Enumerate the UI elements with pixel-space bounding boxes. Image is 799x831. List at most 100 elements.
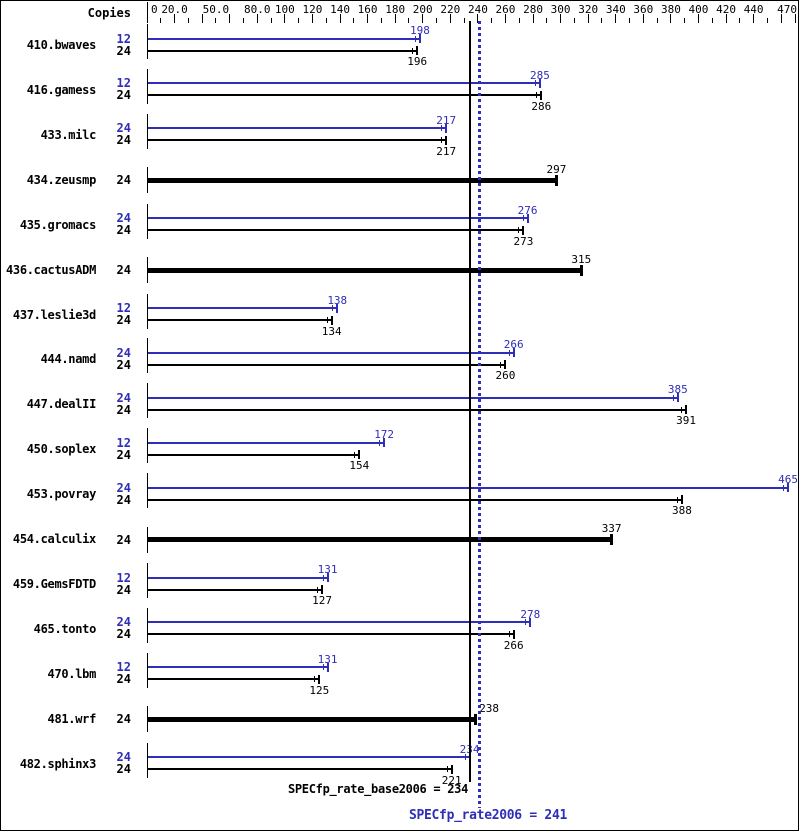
benchmark-label: 482.sphinx3 xyxy=(19,756,96,771)
axis-tick xyxy=(243,18,244,23)
result-bar xyxy=(148,537,612,543)
result-bar xyxy=(148,576,328,579)
benchmark-label: 454.calculix xyxy=(12,532,96,547)
bar-spread-tick xyxy=(322,664,324,671)
result-bar xyxy=(148,486,789,489)
copies-value: 24 xyxy=(116,357,131,372)
axis-tick xyxy=(256,14,258,23)
result-bar xyxy=(148,633,514,636)
bar-spread-tick xyxy=(317,586,319,593)
bar-value-label: 131 xyxy=(317,563,338,577)
axis-tick xyxy=(766,18,768,23)
axis-tick xyxy=(380,18,382,23)
axis-tick xyxy=(491,18,493,23)
axis-tick xyxy=(353,18,355,23)
bar-value-label: 266 xyxy=(503,338,524,352)
result-bar xyxy=(148,498,682,501)
axis-tick xyxy=(311,14,313,23)
axis-tick-label: 180 xyxy=(385,3,406,16)
bar-spread-tick xyxy=(500,361,502,368)
bar-value-label: 465 xyxy=(778,473,799,487)
axis-tick-label: 380 xyxy=(660,3,681,16)
bar-end-cap xyxy=(554,174,558,186)
copies-value: 24 xyxy=(116,263,131,278)
bar-spread-tick xyxy=(508,349,510,356)
peak-result-text: SPECfp_rate2006 = 241 xyxy=(408,808,567,823)
bar-spread-tick xyxy=(672,394,674,401)
copies-value: 24 xyxy=(116,223,131,238)
copies-value: 24 xyxy=(116,582,131,597)
bar-end-cap xyxy=(522,225,525,235)
result-bar xyxy=(148,351,514,354)
axis-tick xyxy=(629,18,631,23)
axis-tick xyxy=(780,14,782,23)
copies-value: 24 xyxy=(116,390,131,405)
result-bar xyxy=(148,94,542,97)
bar-spread-tick xyxy=(354,451,356,458)
group-axis-line xyxy=(147,338,148,374)
axis-tick xyxy=(739,18,741,23)
benchmark-label: 416.gamess xyxy=(26,82,97,97)
axis-tick-label: 280 xyxy=(523,3,543,16)
axis-tick xyxy=(422,14,424,23)
axis-tick-label: 0 xyxy=(151,3,158,16)
bar-end-cap xyxy=(358,450,361,460)
axis-tick-label: 440 xyxy=(743,3,764,16)
copies-value: 12 xyxy=(116,31,131,46)
bar-spread-tick xyxy=(534,80,536,87)
copies-value: 24 xyxy=(116,313,131,328)
copies-value: 24 xyxy=(116,712,131,727)
copies-value: 24 xyxy=(116,133,131,148)
benchmark-label: 435.gromacs xyxy=(19,217,96,232)
bar-end-cap xyxy=(676,393,679,403)
axis-tick xyxy=(642,14,644,23)
group-axis-line xyxy=(147,167,148,194)
bar-value-label: 385 xyxy=(667,383,688,397)
result-bar xyxy=(148,267,582,273)
benchmark-label: 481.wrf xyxy=(47,711,97,726)
axis-tick xyxy=(394,14,396,23)
bar-value-label: 278 xyxy=(520,607,541,621)
bar-end-cap xyxy=(326,662,329,672)
result-bar xyxy=(148,49,418,52)
bar-value-label: 273 xyxy=(513,234,534,248)
result-bar xyxy=(148,82,540,85)
bar-end-cap xyxy=(526,213,529,223)
bar-end-cap xyxy=(418,34,421,43)
bar-end-cap xyxy=(330,315,333,325)
group-axis-line xyxy=(147,293,148,329)
group-axis-line xyxy=(147,428,148,464)
bar-spread-tick xyxy=(681,406,683,413)
bar-end-cap xyxy=(450,764,453,774)
bar-spread-tick xyxy=(676,496,678,503)
copies-value: 24 xyxy=(116,492,131,507)
bar-value-label: 127 xyxy=(312,594,333,608)
bar-spread-tick xyxy=(314,676,316,683)
bar-spread-tick xyxy=(414,35,416,42)
group-axis-line xyxy=(147,68,148,104)
axis-tick-label: 100 xyxy=(274,3,295,16)
result-bar xyxy=(148,678,320,681)
bar-end-cap xyxy=(512,629,515,639)
result-bar xyxy=(148,441,385,444)
benchmark-label: 447.dealII xyxy=(26,397,97,412)
axis-tick-label: 80.0 xyxy=(244,3,271,16)
bar-spread-tick xyxy=(446,766,448,773)
bar-spread-tick xyxy=(783,484,785,491)
copies-value: 24 xyxy=(116,211,131,226)
axis-tick-label: 120 xyxy=(302,3,323,16)
bar-value-label: 286 xyxy=(531,99,552,113)
bar-end-cap xyxy=(685,405,688,415)
axis-tick xyxy=(229,14,231,23)
copies-value: 12 xyxy=(116,301,131,316)
benchmark-label: 450.soplex xyxy=(26,442,97,457)
axis-tick-label: 470 xyxy=(777,3,797,16)
result-bar xyxy=(148,756,470,759)
copies-value: 24 xyxy=(116,532,131,547)
axis-tick-label: 360 xyxy=(633,3,654,16)
bar-value-label: 285 xyxy=(529,68,550,82)
bar-spread-tick xyxy=(536,92,538,99)
axis-tick xyxy=(284,14,286,23)
bar-value-label: 238 xyxy=(479,701,500,715)
bar-spread-tick xyxy=(326,317,328,324)
